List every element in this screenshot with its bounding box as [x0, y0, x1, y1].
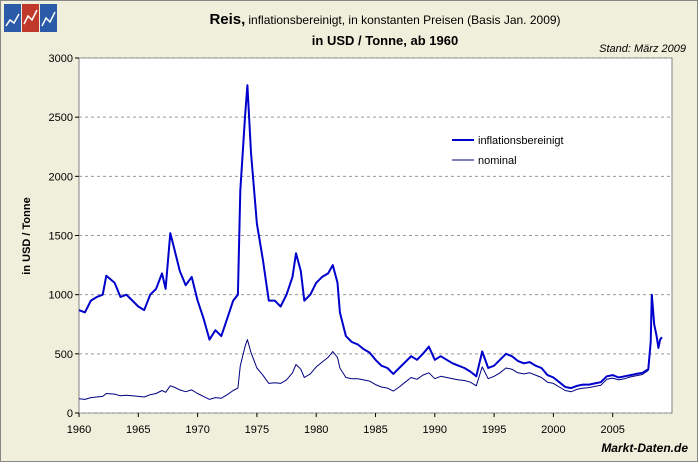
x-tick-label: 1970: [185, 424, 209, 436]
legend-label: inflationsbereinigt: [478, 135, 564, 147]
x-tick-label: 2000: [541, 424, 565, 436]
y-axis-label: in USD / Tonne: [21, 197, 33, 274]
x-tick-label: 1960: [67, 424, 91, 436]
y-tick-label: 2500: [49, 112, 73, 124]
x-tick-label: 1975: [245, 424, 269, 436]
y-tick-label: 1000: [49, 290, 73, 302]
y-tick-label: 500: [55, 349, 73, 361]
legend-label: nominal: [478, 155, 517, 167]
logo: [4, 4, 57, 32]
x-tick-label: 1990: [423, 424, 447, 436]
x-tick-label: 1980: [304, 424, 328, 436]
y-tick-label: 0: [67, 408, 73, 420]
x-tick-label: 1985: [363, 424, 387, 436]
y-tick-label: 1500: [49, 231, 73, 243]
title-line: Reis, inflationsbereinigt, in konstanten…: [209, 11, 560, 28]
line-series: [78, 295, 663, 400]
line-series: [78, 84, 663, 390]
x-tick-label: 2005: [600, 424, 624, 436]
y-tick-label: 2000: [49, 171, 73, 183]
note: Stand: März 2009: [599, 43, 686, 55]
subtitle2: in USD / Tonne, ab 1960: [312, 33, 458, 48]
x-tick-label: 1965: [126, 424, 150, 436]
source: Markt-Daten.de: [601, 441, 688, 455]
y-tick-label: 3000: [49, 53, 73, 65]
chart-title: Reis,: [209, 11, 245, 28]
subtitle: inflationsbereinigt, in konstanten Preis…: [248, 13, 560, 27]
x-tick-label: 1995: [482, 424, 506, 436]
